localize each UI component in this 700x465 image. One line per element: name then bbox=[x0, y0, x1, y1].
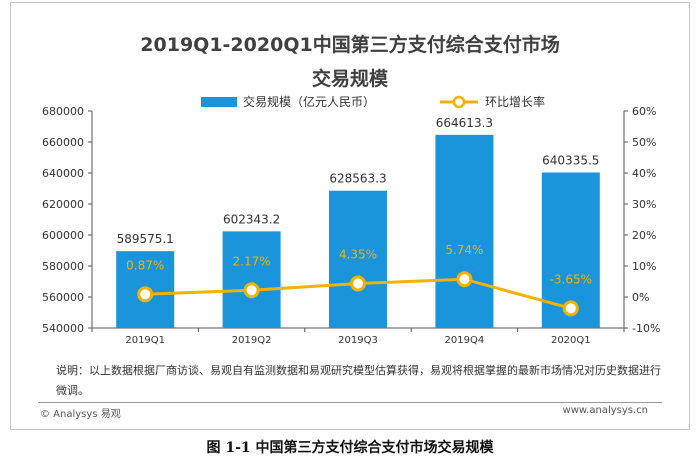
right-tick-label: 20% bbox=[632, 229, 656, 242]
bar-value-label: 640335.5 bbox=[542, 153, 599, 167]
line-value-label: -3.65% bbox=[550, 272, 592, 286]
bar bbox=[329, 190, 387, 328]
right-tick-label: 0% bbox=[632, 291, 649, 304]
line-value-label: 4.35% bbox=[339, 248, 377, 262]
x-tick-label: 2019Q2 bbox=[232, 335, 272, 346]
bar-value-label: 664613.3 bbox=[436, 116, 493, 130]
x-tick-label: 2020Q1 bbox=[551, 335, 591, 346]
right-tick-label: 50% bbox=[632, 136, 656, 149]
legend-bar-swatch bbox=[201, 97, 237, 107]
left-tick-label: 540000 bbox=[42, 322, 84, 335]
left-tick-label: 660000 bbox=[42, 136, 84, 149]
figure-caption: 图 1-1 中国第三方支付综合支付市场交易规模 bbox=[206, 440, 494, 456]
footer-brand: © Analysys 易观 bbox=[40, 409, 121, 420]
bar-value-label: 589575.1 bbox=[117, 232, 174, 246]
line-point bbox=[562, 300, 579, 317]
line-point bbox=[456, 271, 473, 288]
left-tick-label: 680000 bbox=[42, 105, 84, 118]
legend-line-marker bbox=[452, 95, 466, 109]
chart-title-line2: 交易规模 bbox=[311, 68, 388, 90]
legend-bar-label: 交易规模（亿元人民币） bbox=[243, 94, 375, 109]
left-tick-label: 620000 bbox=[42, 198, 84, 211]
left-tick-label: 600000 bbox=[42, 229, 84, 242]
line-point bbox=[137, 286, 154, 303]
line-value-label: 0.87% bbox=[126, 258, 164, 272]
right-tick-label: -10% bbox=[632, 322, 660, 335]
legend-line-label: 环比增长率 bbox=[485, 94, 545, 109]
right-tick-label: 10% bbox=[632, 260, 656, 273]
line-value-label: 2.17% bbox=[233, 254, 271, 268]
bar-value-label: 628563.3 bbox=[329, 172, 386, 186]
left-tick-label: 560000 bbox=[42, 291, 84, 304]
left-tick-label: 640000 bbox=[42, 167, 84, 180]
line-point bbox=[243, 282, 260, 299]
x-tick-label: 2019Q1 bbox=[125, 335, 165, 346]
right-tick-label: 30% bbox=[632, 198, 656, 211]
x-tick-label: 2019Q3 bbox=[338, 335, 378, 346]
chart-title-line1: 2019Q1-2020Q1中国第三方支付综合支付市场 bbox=[140, 34, 560, 56]
left-tick-label: 580000 bbox=[42, 260, 84, 273]
bar bbox=[435, 134, 494, 328]
footer-url: www.analysys.cn bbox=[562, 405, 648, 416]
line-value-label: 5.74% bbox=[445, 243, 483, 257]
combo-chart: 540000 560000 580000 600000 620000 640000 6600… bbox=[42, 94, 660, 346]
chart-note: 说明：以上数据根据厂商访谈、易观自有监测数据和易观研究模型估算获得，易观将根据掌… bbox=[56, 364, 661, 397]
right-tick-label: 40% bbox=[632, 167, 656, 180]
footer-divider bbox=[38, 402, 662, 403]
line-point bbox=[350, 275, 366, 292]
x-tick-label: 2019Q4 bbox=[445, 335, 485, 346]
right-tick-label: 60% bbox=[632, 105, 656, 118]
bar bbox=[222, 231, 281, 328]
bar-value-label: 602343.2 bbox=[223, 212, 280, 226]
